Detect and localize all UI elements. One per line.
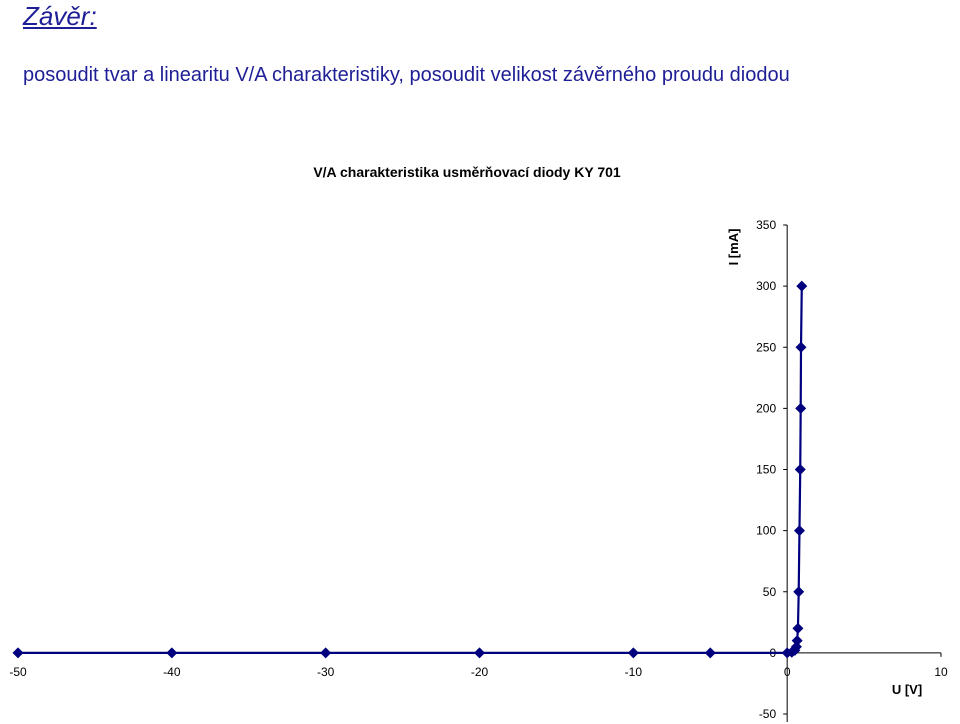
- data-point-marker: [627, 647, 639, 659]
- x-tick-label: 0: [784, 665, 791, 679]
- data-series: [12, 280, 808, 659]
- conclusion-text: posoudit tvar a linearitu V/A charakteri…: [23, 64, 790, 86]
- x-tick-label: -10: [625, 665, 643, 679]
- data-point-marker: [796, 280, 808, 292]
- data-point-marker: [704, 647, 716, 659]
- conclusion-heading: Závěr:: [23, 1, 97, 31]
- data-point-marker: [795, 341, 807, 353]
- series-line: [18, 286, 803, 654]
- data-point-marker: [793, 525, 805, 537]
- data-point-marker: [320, 647, 332, 659]
- y-tick-label: 150: [756, 463, 776, 477]
- y-tick-label: 350: [756, 218, 776, 232]
- chart-title: V/A charakteristika usměrňovací diody KY…: [313, 164, 621, 180]
- x-tick-label: 10: [934, 665, 948, 679]
- chart-ticks: -50 -40 -30 -20 -10 0 10-500501001502002503003…: [9, 218, 948, 721]
- y-tick-label: 100: [756, 524, 776, 538]
- data-point-marker: [166, 647, 178, 659]
- data-point-marker: [794, 464, 806, 475]
- y-tick-label: 300: [756, 279, 776, 293]
- data-point-marker: [792, 622, 804, 634]
- data-point-marker: [791, 635, 803, 647]
- data-point-marker: [795, 402, 807, 414]
- y-tick-label: -50: [759, 707, 777, 721]
- x-axis-label: U [V]: [892, 682, 922, 697]
- y-tick-label: 50: [763, 585, 777, 599]
- va-characteristic-chart: V/A charakteristika usměrňovací diody KY…: [9, 164, 948, 722]
- data-point-marker: [12, 647, 24, 659]
- x-tick-label: -50: [9, 665, 27, 679]
- x-tick-label: -30: [317, 665, 335, 679]
- data-point-marker: [474, 647, 485, 659]
- data-point-marker: [793, 586, 805, 598]
- y-tick-label: 200: [756, 401, 776, 415]
- y-tick-label: 250: [756, 340, 776, 354]
- x-tick-label: -40: [163, 665, 181, 679]
- x-tick-label: -20: [471, 665, 489, 679]
- y-axis-label: I [mA]: [726, 229, 741, 266]
